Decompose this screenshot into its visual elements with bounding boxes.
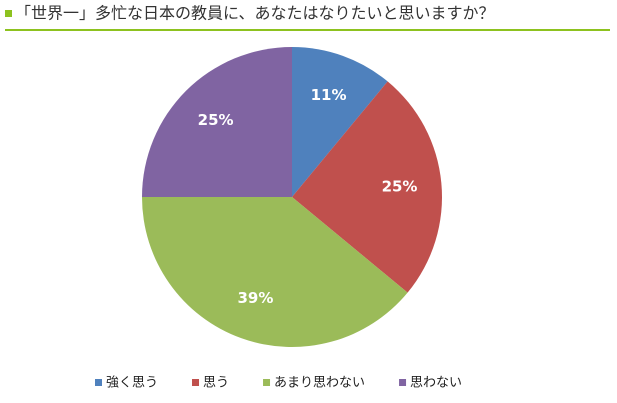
- legend-swatch: [192, 379, 200, 386]
- legend-swatch: [263, 379, 271, 386]
- legend-label: 思う: [203, 376, 229, 391]
- data-label: 11%: [311, 86, 347, 104]
- chart-title: 「世界一」多忙な日本の教員に、あなたはなりたいと思いますか？: [15, 4, 495, 23]
- title-marker: [5, 10, 12, 17]
- legend-label: 強く思う: [106, 376, 158, 391]
- data-label: 39%: [237, 289, 273, 307]
- legend-swatch: [399, 379, 407, 386]
- pie-slice: [292, 47, 388, 197]
- title-underline: [5, 29, 610, 31]
- pie-slice: [142, 47, 292, 197]
- pie-slice: [142, 197, 408, 347]
- legend-label: 思わない: [410, 376, 462, 391]
- legend-swatch: [95, 379, 102, 386]
- legend-label: あまり思わない: [274, 376, 365, 391]
- data-label: 25%: [382, 177, 418, 195]
- data-label: 25%: [198, 111, 234, 129]
- pie-slice: [292, 81, 442, 293]
